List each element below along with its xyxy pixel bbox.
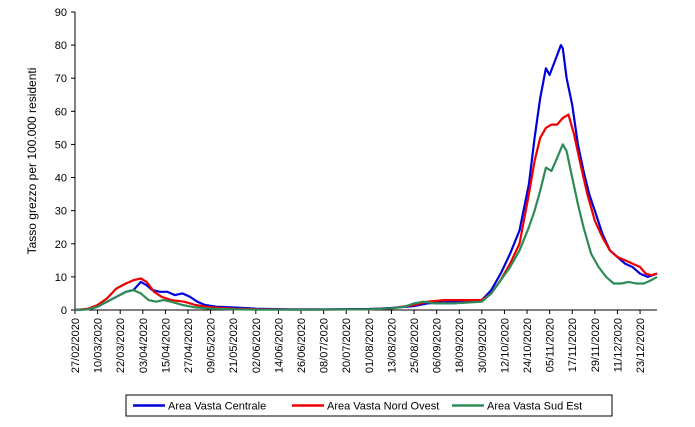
x-tick-label: 20/07/2020 [341,318,353,373]
y-tick-label: 30 [55,206,67,218]
x-tick-label: 27/02/2020 [70,318,82,373]
x-tick-label: 30/09/2020 [477,318,489,373]
y-tick-label: 80 [55,40,67,52]
x-tick-label: 01/08/2020 [364,318,376,373]
series-line-2 [74,113,658,312]
x-tick-label: 22/03/2020 [115,318,127,373]
y-tick-label: 10 [55,272,67,284]
legend-label: Area Vasta Nord Ovest [327,401,439,413]
x-tick-label: 14/06/2020 [273,318,285,373]
series-line-1 [74,43,658,312]
y-tick-label: 0 [61,305,67,317]
series-line-3 [74,143,658,312]
legend-items: Area Vasta Centrale Area Vasta Nord Ovest… [133,401,582,413]
y-tick-label: 70 [55,73,67,85]
y-axis-ticks: 0 10 20 30 40 50 60 70 80 90 [55,7,75,317]
y-tick-label: 90 [55,7,67,19]
legend: Area Vasta Centrale Area Vasta Nord Ovest… [125,394,613,417]
y-tick-label: 40 [55,173,67,185]
series-lines [74,43,658,312]
x-tick-label: 25/08/2020 [409,318,421,373]
x-tick-label: 15/04/2020 [160,318,172,373]
legend-label: Area Vasta Centrale [168,401,266,413]
x-tick-label: 09/05/2020 [206,318,218,373]
legend-box [125,394,613,417]
x-tick-label: 11/12/2020 [612,318,624,372]
x-tick-label: 05/11/2020 [545,318,557,372]
x-tick-label: 10/03/2020 [93,318,105,373]
x-tick-label: 06/09/2020 [432,318,444,373]
x-tick-label: 29/11/2020 [590,318,602,372]
x-tick-label: 23/12/2020 [635,318,647,373]
x-tick-label: 27/04/2020 [183,318,195,373]
x-tick-label: 17/11/2020 [567,318,579,372]
legend-label: Area Vasta Sud Est [487,401,582,413]
x-tick-label: 21/05/2020 [228,318,240,373]
x-tick-label: 13/08/2020 [386,318,398,373]
x-tick-label: 12/10/2020 [499,318,511,373]
x-tick-label: 02/06/2020 [251,318,263,373]
y-tick-label: 20 [55,239,67,251]
plot-area: 0 10 20 30 40 50 60 70 80 90 27/02/2020 10/03/2020… [55,7,658,373]
y-axis-label: Tasso grezzo per 100.000 residenti [25,68,39,255]
x-tick-label: 26/06/2020 [296,318,308,373]
x-axis-ticks: 27/02/2020 10/03/2020 22/03/2020 03/04/2020… [70,310,647,373]
x-tick-label: 03/04/2020 [138,318,150,373]
x-tick-label: 08/07/2020 [319,318,331,373]
y-tick-label: 50 [55,139,67,151]
x-tick-label: 18/09/2020 [454,318,466,373]
y-tick-label: 60 [55,106,67,118]
x-tick-label: 24/10/2020 [522,318,534,373]
